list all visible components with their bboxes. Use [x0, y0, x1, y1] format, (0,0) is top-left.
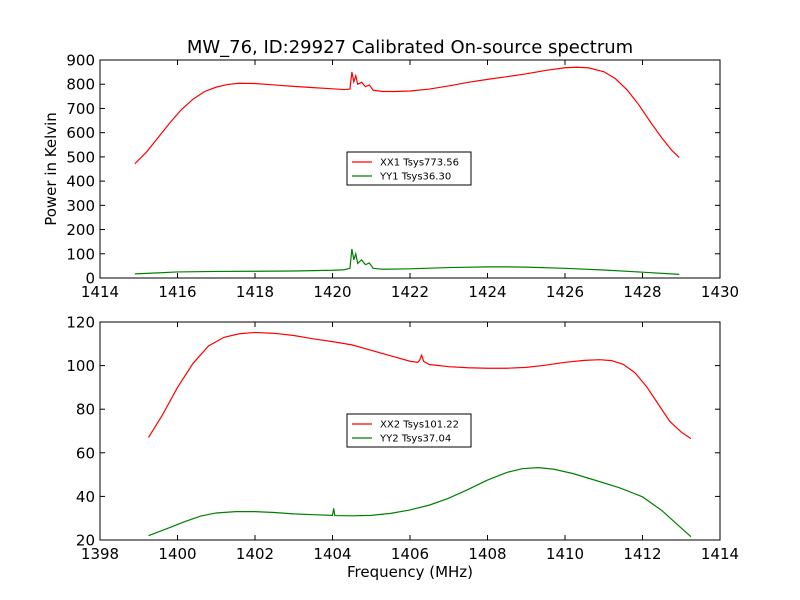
- bottom-x-tick-label: 1414: [701, 545, 739, 563]
- top-x-tick-label: 1428: [623, 283, 661, 301]
- top-y-tick-label: 300: [66, 197, 95, 215]
- bottom-series-line-1: [147, 331, 692, 440]
- bottom-legend: XX2 Tsys101.22 YY2 Tsys37.04: [346, 413, 472, 448]
- bottom-legend-box: [346, 413, 472, 448]
- bottom-y-tick-label: 40: [76, 488, 95, 506]
- top-x-tick-label: 1420: [313, 283, 351, 301]
- top-y-tick-label: 600: [66, 124, 95, 142]
- bottom-x-tick-label: 1398: [81, 545, 119, 563]
- bottom-x-tick-label: 1402: [236, 545, 274, 563]
- top-y-tick-label: 200: [66, 221, 95, 239]
- bottom-y-tick-label: 20: [76, 532, 95, 550]
- top-y-tick-label: 900: [66, 52, 95, 70]
- top-y-tick-label: 800: [66, 76, 95, 94]
- top-y-axis-label: Power in Kelvin: [42, 112, 60, 226]
- bottom-x-axis-label: Frequency (MHz): [347, 563, 473, 581]
- top-x-tick-label: 1414: [81, 283, 119, 301]
- top-y-tick-label: 700: [66, 100, 95, 118]
- bottom-x-tick-label: 1408: [468, 545, 506, 563]
- top-x-tick-label: 1430: [701, 283, 739, 301]
- bottom-x-tick-label: 1404: [313, 545, 351, 563]
- top-legend-label-1: XX1 Tsys773.56: [380, 158, 459, 169]
- top-y-tick-label: 0: [85, 270, 95, 288]
- top-legend-box: [346, 151, 472, 186]
- bottom-x-tick-label: 1406: [391, 545, 429, 563]
- top-x-tick-label: 1424: [468, 283, 506, 301]
- figure-title: MW_76, ID:29927 Calibrated On-source spe…: [187, 37, 633, 58]
- top-y-tick-label: 500: [66, 148, 95, 166]
- bottom-x-tick-label: 1410: [546, 545, 584, 563]
- bottom-spectrum-panel: 1398 1400 1402 1404 1406 1408 1410 1412 1414 20 40…: [66, 314, 739, 582]
- bottom-y-tick-label: 60: [76, 444, 95, 462]
- bottom-legend-label-2: YY2 Tsys37.04: [379, 434, 451, 445]
- bottom-legend-label-1: XX2 Tsys101.22: [380, 420, 459, 431]
- top-y-tick-label: 400: [66, 173, 95, 191]
- top-x-tick-label: 1418: [236, 283, 274, 301]
- top-x-tick-label: 1426: [546, 283, 584, 301]
- top-x-tick-label: 1422: [391, 283, 429, 301]
- top-series-line-2: [134, 248, 680, 275]
- top-legend: XX1 Tsys773.56 YY1 Tsys36.30: [346, 151, 472, 186]
- bottom-x-tick-label: 1412: [623, 545, 661, 563]
- top-y-tick-label: 100: [66, 245, 95, 263]
- bottom-y-tick-label: 120: [66, 314, 95, 332]
- top-x-tick-label: 1416: [158, 283, 196, 301]
- top-legend-label-2: YY1 Tsys36.30: [379, 172, 451, 183]
- bottom-y-tick-label: 100: [66, 357, 95, 375]
- top-series-line-1: [134, 66, 680, 165]
- bottom-x-tick-label: 1400: [158, 545, 196, 563]
- bottom-series-line-2: [148, 467, 692, 538]
- bottom-y-tick-label: 80: [76, 401, 95, 419]
- top-spectrum-panel: 1414 1416 1418 1420 1422 1424 1426 1428 1430 0 100…: [42, 52, 739, 302]
